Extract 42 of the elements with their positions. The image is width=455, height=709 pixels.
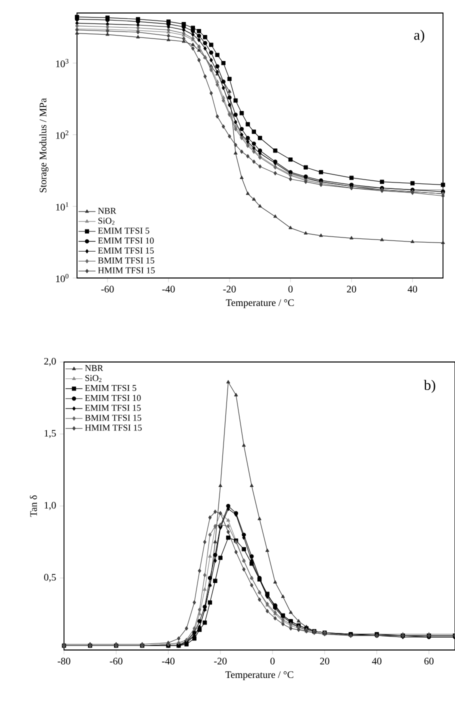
legend-label: EMIM TFSI 5 xyxy=(85,384,136,391)
legend-label: BMIM TFSI 15 xyxy=(98,257,154,264)
x-axis-title: Temperature / °C xyxy=(226,299,294,308)
legend-label: EMIM TFSI 5 xyxy=(98,228,150,234)
x-tick-label: -60 xyxy=(101,286,114,292)
y-tick-label: 1,0 xyxy=(44,502,56,510)
y-tick-label: 10$^{3}$ xyxy=(56,58,68,68)
x-tick-label: 20 xyxy=(346,286,356,292)
x-tick-label: 0 xyxy=(270,658,275,664)
x-tick-label: 40 xyxy=(408,286,418,292)
x-tick-label: -20 xyxy=(214,658,227,664)
x-tick-label: -60 xyxy=(110,658,122,664)
y-tick-label: 10$^{0}$ xyxy=(56,274,68,282)
legend-label: SiO$_{2}$ xyxy=(98,218,114,225)
legend-label: BMIM TFSI 15 xyxy=(85,414,142,421)
x-tick-label: 0 xyxy=(288,286,293,292)
legend-label: HMIM TFSI 15 xyxy=(98,267,155,274)
x-tick-label: -20 xyxy=(223,286,236,292)
legend-label: HMIM TFSI 15 xyxy=(85,424,142,431)
y-axis-title: Tan δ xyxy=(30,495,37,517)
x-axis-title: Temperature / °C xyxy=(225,671,294,680)
y-tick-label: 10$^{2}$ xyxy=(56,130,68,139)
y-tick-label: 2,0 xyxy=(44,358,56,366)
x-tick-label: -80 xyxy=(58,658,70,664)
y-tick-label: 1,5 xyxy=(44,430,56,438)
y-tick-label: 10$^{1}$ xyxy=(56,202,68,211)
legend-label: EMIM TFSI 15 xyxy=(85,404,141,411)
legend-label: NBR xyxy=(98,208,116,214)
y-tick-label: 0,5 xyxy=(44,574,56,582)
legend-label: EMIM TFSI 15 xyxy=(98,248,154,254)
x-tick-label: 60 xyxy=(424,658,434,664)
x-tick-label: 20 xyxy=(320,658,330,664)
legend-label: EMIM TFSI 10 xyxy=(85,394,141,401)
annotation: a) xyxy=(414,30,424,43)
annotation: b) xyxy=(424,380,436,393)
legend-label: NBR xyxy=(85,365,104,372)
legend-label: EMIM TFSI 10 xyxy=(98,238,154,244)
y-axis-title: Storage Modulus / MPa xyxy=(39,98,48,192)
x-tick-label: 40 xyxy=(372,658,382,664)
x-tick-label: -40 xyxy=(162,286,175,292)
x-tick-label: -40 xyxy=(162,658,175,664)
legend-label: SiO$_{2}$ xyxy=(85,375,102,382)
